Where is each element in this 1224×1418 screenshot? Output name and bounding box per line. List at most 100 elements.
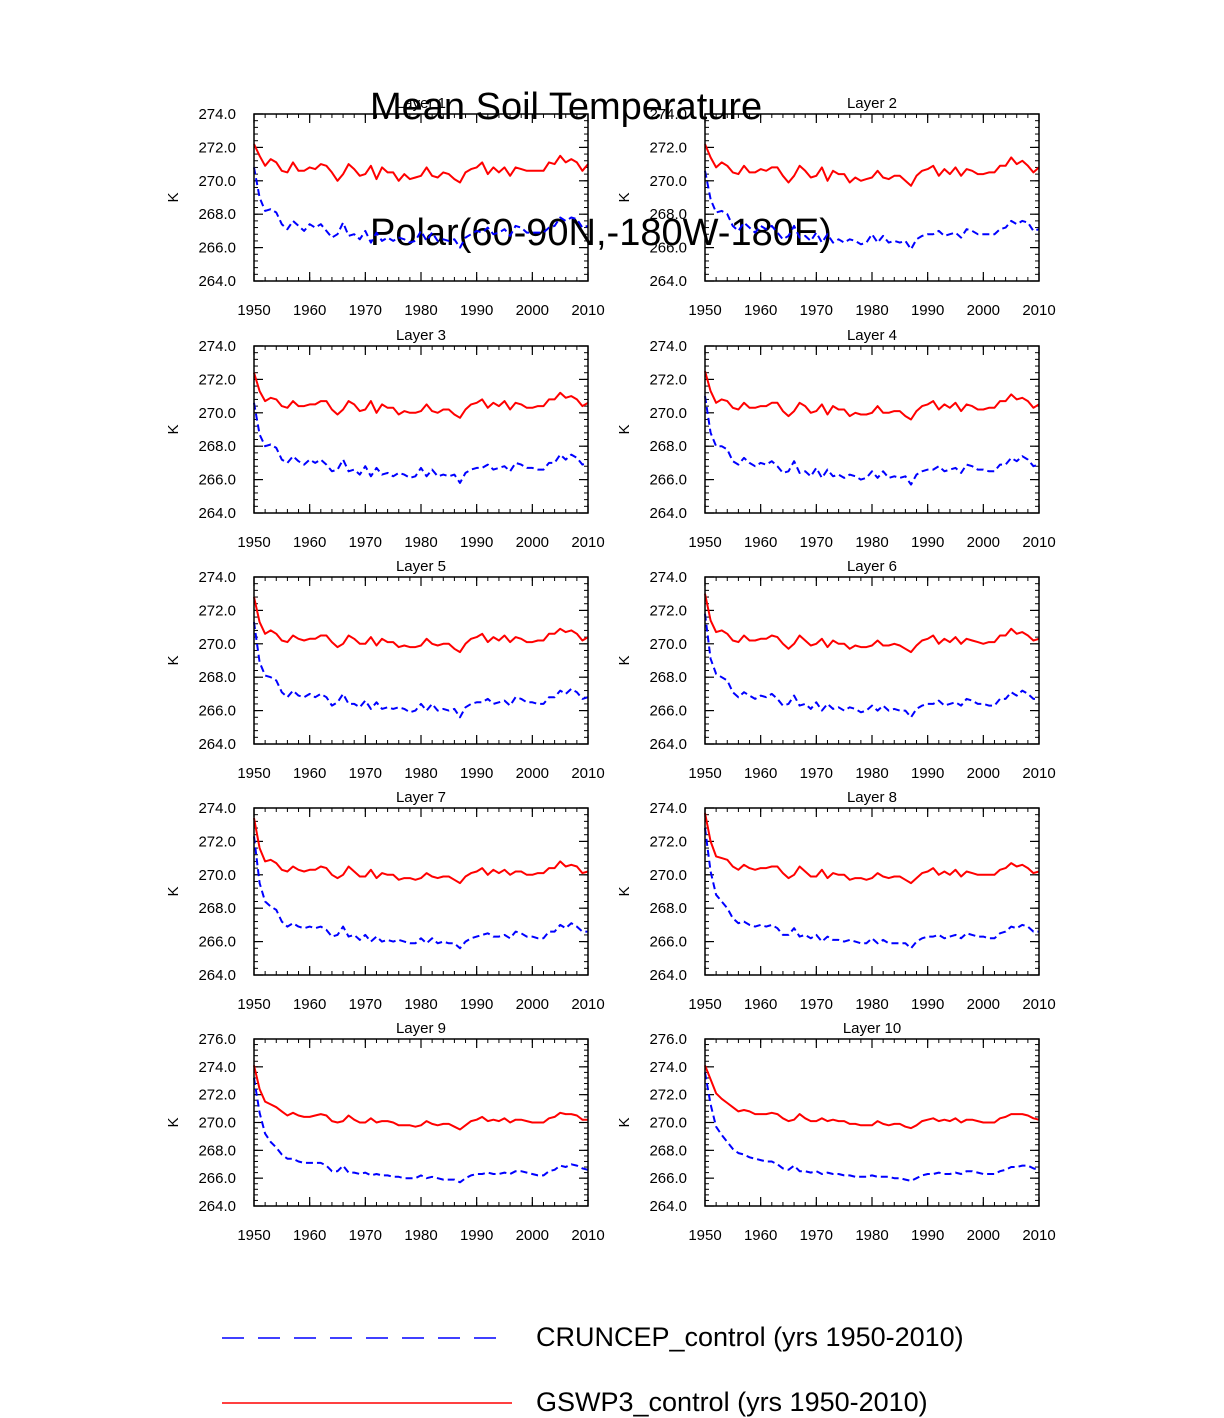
plot-frame: [253, 345, 589, 514]
y-axis-label: K: [165, 192, 182, 202]
x-tick-label: 2000: [967, 302, 1000, 319]
x-tick-label: 2010: [1022, 302, 1055, 319]
x-tick-label: 2000: [967, 1227, 1000, 1244]
x-tick-label: 2010: [571, 1227, 604, 1244]
series-line-cruncep: [704, 170, 1040, 251]
x-tick-label: 2010: [571, 996, 604, 1013]
y-tick-label: 274.0: [649, 1059, 687, 1076]
x-tick-label: 1970: [349, 534, 382, 551]
x-tick-label: 1980: [404, 765, 437, 782]
panel-title: Layer 6: [847, 558, 897, 575]
series-line-cruncep: [704, 827, 1039, 950]
y-axis-label: K: [165, 1117, 182, 1127]
y-axis-label: K: [616, 1117, 633, 1127]
plot-frame: [253, 807, 589, 976]
series-line-cruncep: [253, 1077, 589, 1184]
y-tick-label: 272.0: [649, 602, 687, 619]
x-tick-label: 1960: [744, 302, 777, 319]
x-tick-label: 1970: [349, 996, 382, 1013]
x-tick-label: 1980: [855, 534, 888, 551]
y-tick-label: 266.0: [198, 240, 236, 257]
x-tick-label: 1990: [460, 765, 493, 782]
y-tick-label: 274.0: [198, 1059, 236, 1076]
y-tick-label: 274.0: [649, 569, 687, 586]
panel-title: Layer 5: [396, 558, 446, 575]
series-line-gswp3: [253, 1065, 588, 1131]
x-tick-label: 1980: [404, 996, 437, 1013]
y-tick-label: 266.0: [198, 703, 236, 720]
x-tick-label: 1980: [855, 1227, 888, 1244]
x-tick-label: 2000: [967, 996, 1000, 1013]
y-tick-label: 272.0: [198, 139, 236, 156]
y-tick-label: 274.0: [198, 569, 236, 586]
y-tick-label: 266.0: [198, 934, 236, 951]
x-tick-label: 1960: [744, 534, 777, 551]
y-tick-label: 270.0: [198, 1115, 236, 1132]
x-tick-label: 1970: [800, 534, 833, 551]
panel-layer-5: Layer 5 K 1950 1960 1970 1980 1990 2000 2010 264.…: [165, 558, 605, 782]
x-tick-label: 1980: [855, 765, 888, 782]
series-line-cruncep: [253, 402, 589, 484]
y-tick-label: 264.0: [649, 967, 687, 984]
y-tick-label: 266.0: [649, 703, 687, 720]
plot-frame: [253, 1038, 589, 1207]
x-tick-label: 1960: [744, 1227, 777, 1244]
y-axis-label: K: [616, 886, 633, 896]
y-tick-label: 266.0: [649, 472, 687, 489]
x-tick-label: 2000: [516, 302, 549, 319]
y-tick-label: 270.0: [198, 867, 236, 884]
panel-title: Layer 10: [843, 1020, 901, 1037]
series-line-cruncep: [704, 613, 1039, 719]
panel-layer-6: Layer 6 K 1950 1960 1970 1980 1990 2000 2010 264.…: [616, 558, 1056, 782]
y-tick-label: 266.0: [649, 240, 687, 257]
x-tick-label: 2010: [1022, 996, 1055, 1013]
y-axis-label: K: [165, 424, 182, 434]
x-tick-label: 1950: [688, 996, 721, 1013]
y-tick-label: 272.0: [198, 602, 236, 619]
panel-layer-3: Layer 3 K 1950 1960 1970 1980 1990 2000 2010 264.…: [165, 327, 605, 551]
panel-title: Layer 3: [396, 327, 446, 344]
y-tick-label: 264.0: [198, 505, 236, 522]
x-tick-label: 1960: [293, 534, 326, 551]
x-tick-label: 1990: [460, 534, 493, 551]
panel-layer-1: Layer 1 K 1950 1960 1970 1980 1990 2000 2010 264.…: [165, 95, 605, 319]
x-tick-label: 1980: [404, 302, 437, 319]
x-tick-label: 1990: [911, 996, 944, 1013]
plot-frame: [253, 576, 589, 745]
panel-title: Layer 8: [847, 789, 897, 806]
x-tick-label: 1960: [293, 1227, 326, 1244]
x-tick-label: 2010: [1022, 765, 1055, 782]
series-line-gswp3: [253, 596, 589, 654]
y-tick-label: 266.0: [198, 1170, 236, 1187]
x-tick-label: 1950: [237, 302, 270, 319]
x-tick-label: 1950: [237, 765, 270, 782]
plot-frame: [704, 576, 1040, 745]
x-tick-label: 1980: [855, 996, 888, 1013]
x-tick-label: 2010: [571, 534, 604, 551]
y-tick-label: 272.0: [198, 833, 236, 850]
x-tick-label: 1960: [293, 302, 326, 319]
x-tick-label: 1980: [404, 1227, 437, 1244]
x-tick-label: 2000: [967, 534, 1000, 551]
x-tick-label: 1950: [688, 534, 721, 551]
y-tick-label: 264.0: [198, 273, 236, 290]
y-tick-label: 268.0: [649, 669, 687, 686]
y-tick-label: 264.0: [649, 505, 687, 522]
x-tick-label: 2010: [1022, 1227, 1055, 1244]
y-tick-label: 274.0: [649, 106, 687, 123]
x-tick-label: 1960: [293, 996, 326, 1013]
y-tick-label: 268.0: [649, 206, 687, 223]
series-line-gswp3: [704, 370, 1040, 421]
panel-title: Layer 2: [847, 95, 897, 112]
y-tick-label: 270.0: [649, 173, 687, 190]
x-tick-label: 1960: [744, 996, 777, 1013]
series-line-gswp3: [704, 143, 1040, 187]
plot-frame: [704, 1038, 1040, 1207]
panel-layer-8: Layer 8 K 1950 1960 1970 1980 1990 2000 2010 264.…: [616, 789, 1056, 1013]
x-tick-label: 1950: [688, 765, 721, 782]
y-tick-label: 268.0: [198, 438, 236, 455]
x-tick-label: 1990: [911, 1227, 944, 1244]
plot-frame: [253, 113, 589, 282]
panel-title: Layer 1: [396, 95, 446, 112]
series-line-gswp3: [704, 593, 1040, 654]
